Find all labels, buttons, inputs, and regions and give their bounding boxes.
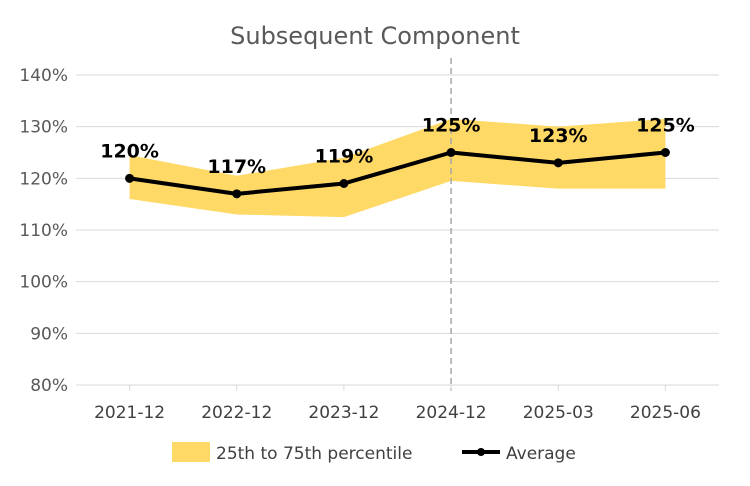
x-axis-ticks: 2021-12 2022-12 2023-12 2024-12 2025-03 2025-… (94, 385, 701, 423)
x-tick-label: 2024-12 (416, 403, 487, 423)
y-tick-label: 120% (19, 169, 68, 189)
average-point (660, 148, 670, 157)
chart-title: Subsequent Component (230, 22, 520, 50)
gridlines (76, 74, 719, 386)
y-tick-label: 100% (19, 273, 68, 293)
data-label: 125% (636, 115, 695, 137)
average-point (446, 148, 456, 157)
y-tick-label: 140% (19, 66, 68, 86)
y-tick-label: 80% (30, 376, 68, 396)
y-tick-label: 130% (19, 118, 68, 138)
data-label: 119% (315, 146, 374, 168)
x-tick-label: 2025-06 (630, 403, 701, 423)
data-label: 117% (207, 156, 266, 178)
x-tick-label: 2023-12 (308, 403, 379, 423)
y-tick-label: 90% (30, 324, 68, 344)
average-point (553, 158, 563, 168)
data-label: 125% (422, 115, 481, 137)
legend-line-label: Average (506, 444, 576, 464)
legend-line-marker (477, 448, 485, 456)
average-line (129, 150, 666, 196)
legend: 25th to 75th percentile Average (172, 442, 576, 464)
y-axis-ticks: 80% 90% 100% 110% 120% 130% 140% (19, 66, 68, 396)
x-tick-label: 2025-03 (523, 403, 594, 423)
data-label: 123% (529, 125, 588, 147)
x-tick-label: 2022-12 (201, 403, 272, 423)
data-label: 120% (100, 140, 159, 162)
average-point (125, 173, 135, 183)
legend-band-swatch (172, 442, 210, 462)
average-point (232, 189, 242, 199)
average-line-layer (125, 148, 670, 199)
x-tick-label: 2021-12 (94, 403, 165, 423)
legend-band-label: 25th to 75th percentile (216, 444, 412, 464)
data-labels: 120% 117% 119% 125% 123% 125% (100, 115, 695, 178)
y-tick-label: 110% (19, 221, 68, 241)
average-point (339, 179, 349, 188)
